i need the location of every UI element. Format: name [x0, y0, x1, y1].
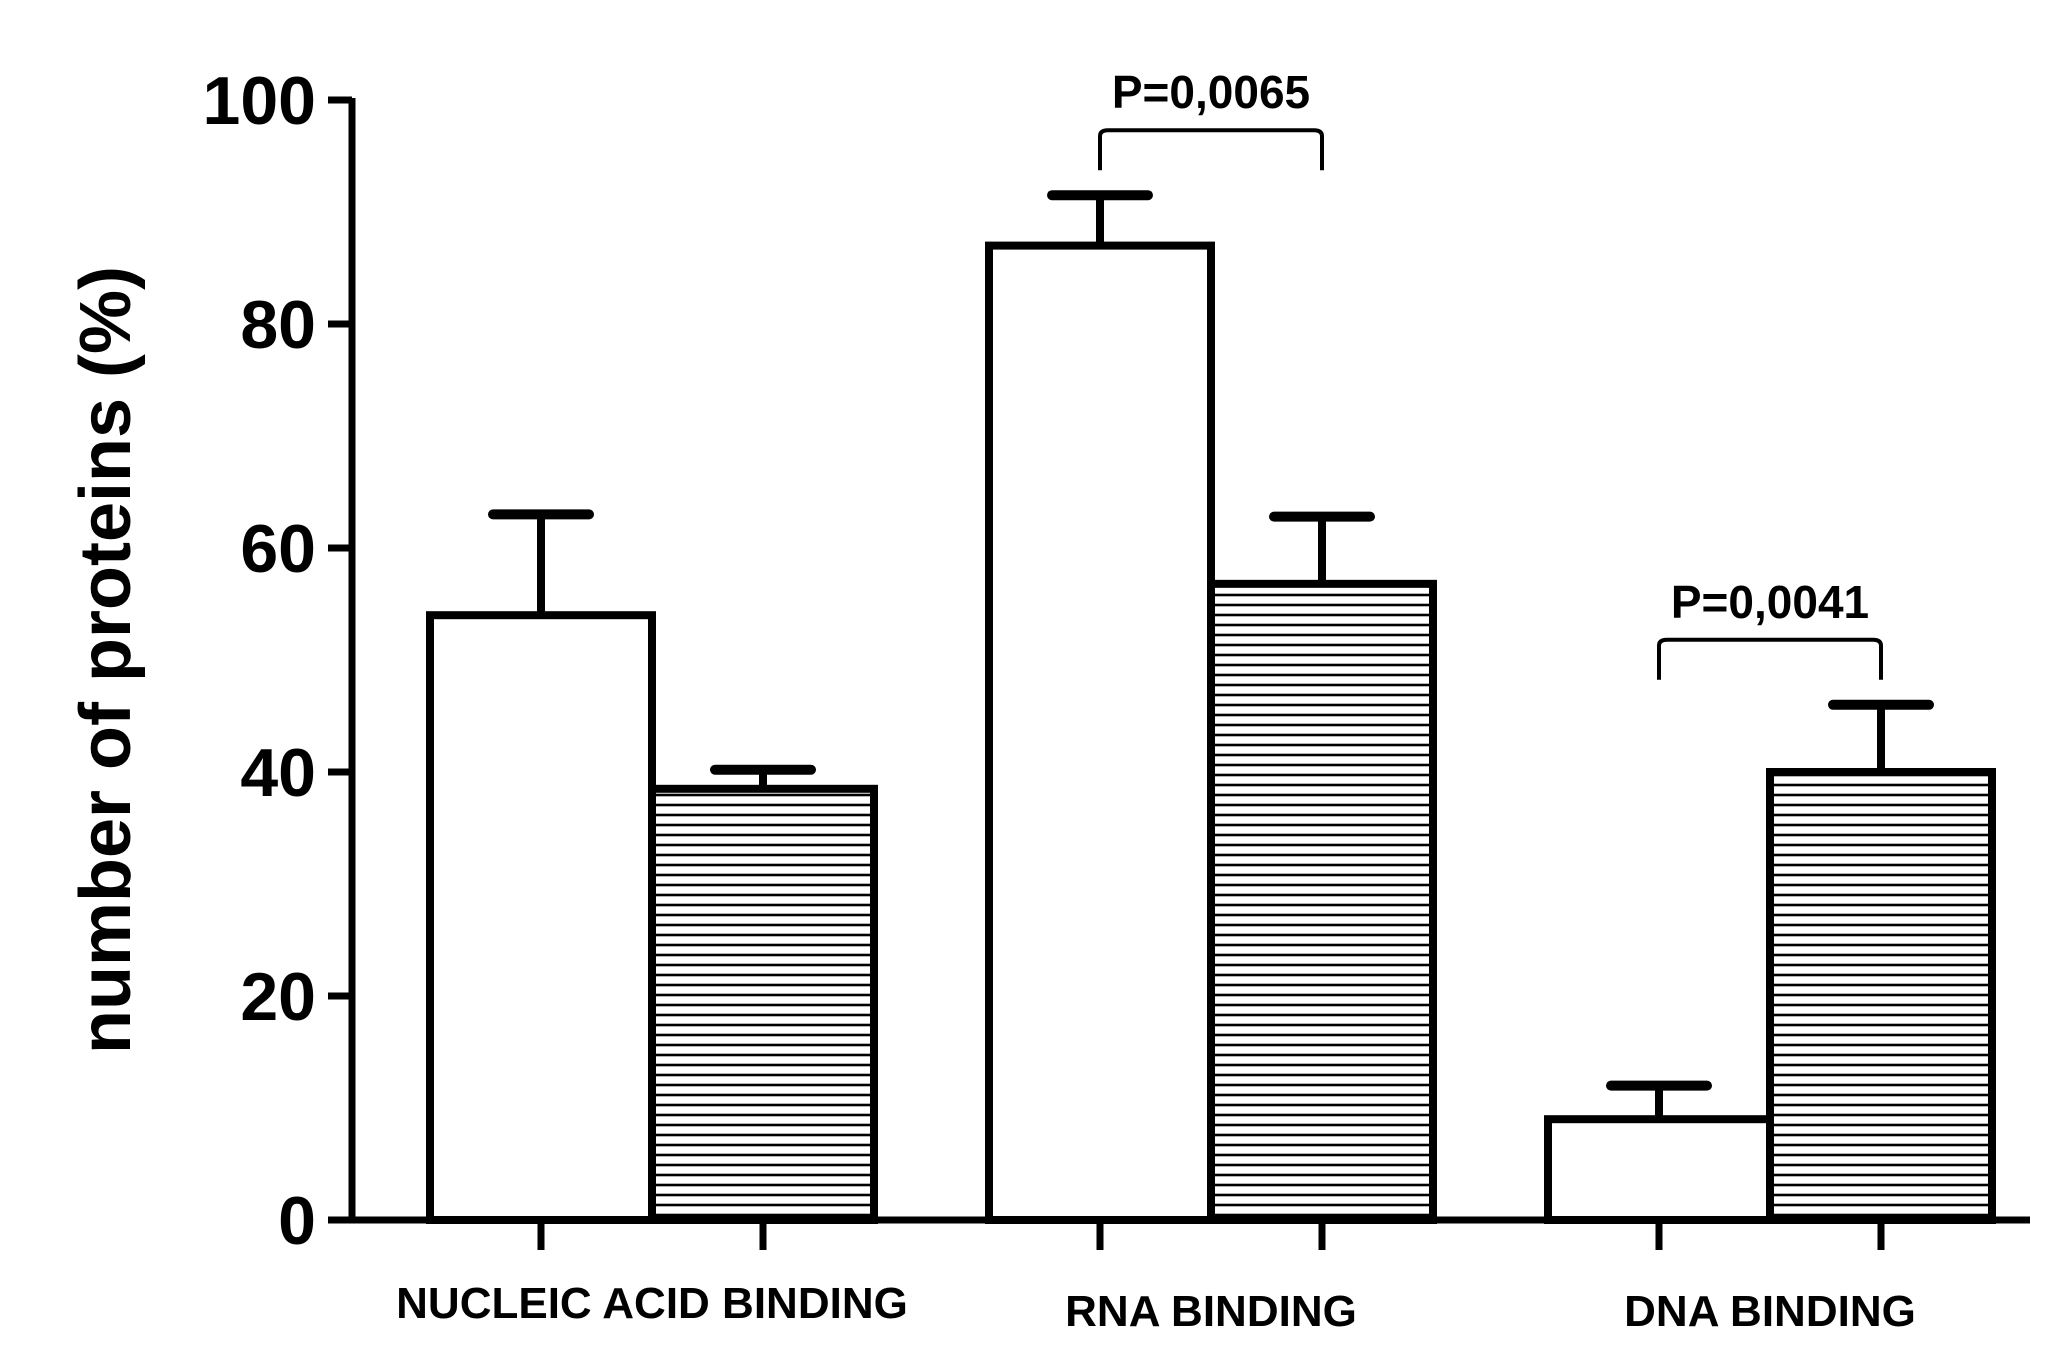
- bar: [426, 611, 656, 1224]
- y-tick-label: 80: [240, 287, 316, 363]
- y-tick-label: 20: [240, 959, 316, 1035]
- bars: [426, 241, 1996, 1225]
- y-tick-label: 0: [278, 1183, 316, 1259]
- bar: [985, 241, 1215, 1225]
- bar: [1207, 579, 1437, 1224]
- y-axis-title: number of proteins (%): [66, 266, 146, 1054]
- significance-bracket: [1657, 637, 1883, 680]
- y-tick-label: 40: [240, 735, 316, 811]
- bar: [1544, 1115, 1774, 1224]
- error-bars: [488, 190, 1934, 1120]
- y-tick-label: 60: [240, 511, 316, 587]
- p-value-label: P=0,0041: [1671, 576, 1869, 628]
- bar: [1766, 768, 1996, 1224]
- significance-bracket: [1098, 128, 1324, 171]
- x-category-label: RNA BINDING: [1065, 1287, 1357, 1336]
- p-value-label: P=0,0065: [1112, 66, 1310, 118]
- x-category-label: DNA BINDING: [1624, 1287, 1916, 1336]
- bar: [648, 784, 878, 1224]
- x-category-label: NUCLEIC ACID BINDING: [396, 1279, 908, 1328]
- y-tick-label: 100: [203, 63, 316, 139]
- x-axis: NUCLEIC ACID BINDING RNA BINDING DNA BINDI…: [349, 1216, 2030, 1336]
- significance-annotations: P=0,0065 P=0,0041: [1098, 66, 1883, 680]
- y-axis: 0 20 40 60 80 100: [203, 63, 356, 1259]
